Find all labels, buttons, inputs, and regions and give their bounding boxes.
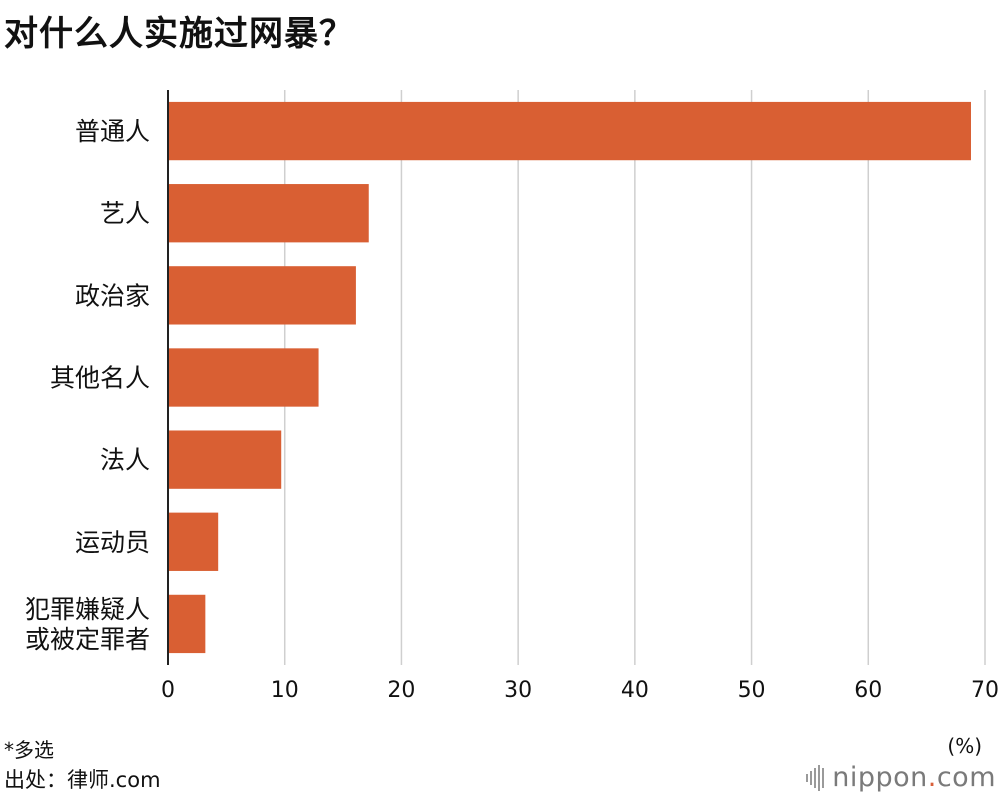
bar [168, 348, 319, 407]
gridlines [283, 90, 986, 665]
category-label: 犯罪嫌疑人或被定罪者 [25, 595, 150, 654]
source-note: 出处：律师.com [4, 768, 161, 792]
bar [168, 184, 369, 243]
brand-name: nippon [832, 762, 928, 793]
bar [168, 101, 971, 161]
bar [168, 594, 206, 654]
category-label: 政治家 [75, 281, 150, 310]
category-label: 普通人 [75, 117, 150, 146]
brand-logo: nippon.com [806, 762, 996, 793]
category-label: 艺人 [100, 199, 150, 228]
category-label: 其他名人 [50, 364, 150, 393]
x-tick-label: 20 [387, 678, 415, 703]
brand-dot: . [927, 762, 937, 793]
x-tick-label: 50 [738, 678, 766, 703]
footnote: *多选 [4, 738, 54, 762]
tick-labels: 0 10 20 30 40 50 60 70 [161, 678, 999, 703]
category-label: 运动员 [75, 528, 150, 557]
bar [168, 266, 356, 325]
chart-title: 对什么人实施过网暴？ [4, 14, 354, 54]
bar [168, 512, 219, 571]
brand-tld: com [936, 762, 996, 793]
x-tick-label: 60 [854, 678, 882, 703]
bars [168, 101, 971, 654]
bar [168, 430, 282, 489]
x-tick-label: 70 [971, 678, 999, 703]
axis-unit: (%) [947, 734, 982, 758]
category-label: 法人 [100, 446, 150, 475]
x-tick-label: 10 [271, 678, 299, 703]
x-tick-label: 40 [621, 678, 649, 703]
x-tick-label: 30 [504, 678, 532, 703]
brand-bars-icon [806, 764, 825, 791]
x-tick-label: 0 [161, 678, 175, 703]
